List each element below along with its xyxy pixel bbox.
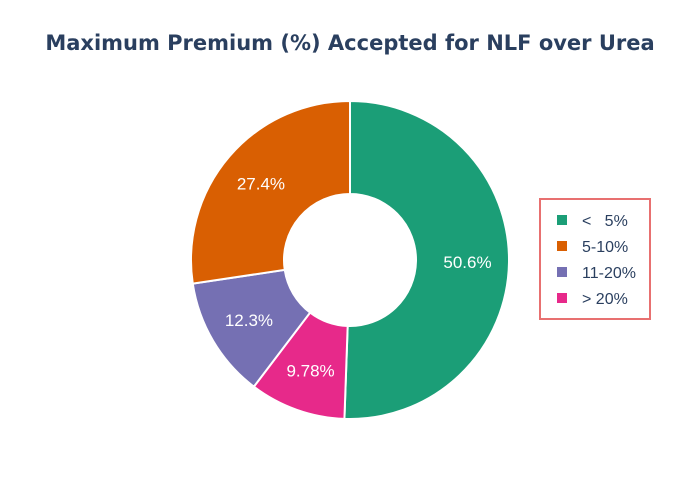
legend: < 5% 5-10% 11-20% > 20% <box>539 198 651 320</box>
legend-swatch[interactable] <box>557 267 567 277</box>
legend-label[interactable]: 5-10% <box>582 239 628 256</box>
legend-swatch[interactable] <box>557 293 567 303</box>
slice-labels: 50.6% 9.78% 12.3% 27.4% <box>225 174 492 380</box>
legend-label[interactable]: > 20% <box>582 291 628 308</box>
slice-percent-label: 27.4% <box>237 174 285 193</box>
donut-slices <box>190 99 510 420</box>
slice-percent-label: 9.78% <box>286 362 334 381</box>
slice-percent-label: 50.6% <box>443 253 491 272</box>
legend-swatch[interactable] <box>557 241 567 251</box>
legend-label[interactable]: < 5% <box>582 213 628 230</box>
donut-slice[interactable] <box>343 99 510 420</box>
legend-label[interactable]: 11-20% <box>582 265 636 282</box>
slice-percent-label: 12.3% <box>225 311 273 330</box>
legend-swatch[interactable] <box>557 215 567 225</box>
chart-title: Maximum Premium (%) Accepted for NLF ove… <box>45 31 654 55</box>
donut-slice[interactable] <box>190 99 351 285</box>
